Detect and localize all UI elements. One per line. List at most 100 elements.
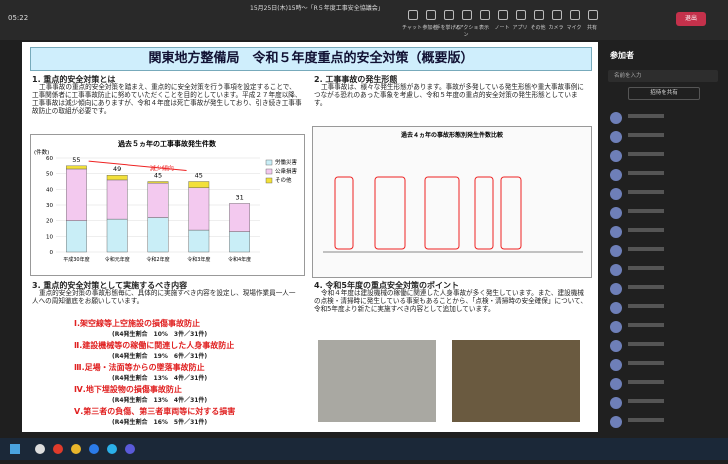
item-title: Ⅲ.足場・法面等からの墜落事故防止 <box>74 362 205 373</box>
bar-segment <box>189 182 209 188</box>
name-placeholder <box>628 399 664 403</box>
y-tick-label: 10 <box>46 234 53 240</box>
y-tick-label: 40 <box>46 187 53 193</box>
total-label: 31 <box>235 193 243 201</box>
avatar <box>610 321 622 333</box>
app-icon <box>35 444 45 454</box>
photo <box>452 340 580 422</box>
top-bar-right: 退出 <box>600 0 728 40</box>
toolbar-icon <box>426 10 436 20</box>
toolbar-icon <box>408 10 418 20</box>
item-rate: (R4発生割合 10% 3件／31件) <box>112 329 207 338</box>
x-tick-label: 令和元年度 <box>105 256 130 263</box>
toolbar-icon <box>552 10 562 20</box>
taskbar <box>0 438 728 460</box>
legend-label: 労働災害 <box>275 158 298 166</box>
x-tick-label: 平成30年度 <box>63 256 89 263</box>
bar-segment <box>107 219 127 252</box>
toolbar-icon <box>498 10 508 20</box>
search-box[interactable]: 名前を入力 <box>608 70 718 82</box>
chart-title: 過去５ヵ年の工事事故発生件数 <box>117 139 217 148</box>
bar-segment <box>107 180 127 219</box>
toolbar-icon <box>516 10 526 20</box>
name-placeholder <box>628 209 664 213</box>
item-rate: (R4発生割合 13% 4件／31件) <box>112 395 207 404</box>
section-body: 令和４年度は建設機械の稼働に関連した人身事故が多く発生しています。また、建設機械… <box>314 290 589 314</box>
legend-swatch <box>266 160 272 165</box>
x-tick-label: 令和2年度 <box>146 256 169 263</box>
participant-list <box>600 110 728 430</box>
avatar <box>610 245 622 257</box>
avatar <box>610 226 622 238</box>
item-title: Ⅱ.建設機械等の稼働に関連した人身事故防止 <box>74 340 234 351</box>
toolbar-icon <box>534 10 544 20</box>
name-placeholder <box>628 285 664 289</box>
screen: 05:22 15月25日(木)15時～「R５年度工事安全協議会」 チャット参加者… <box>0 0 728 460</box>
name-placeholder <box>628 190 664 194</box>
avatar <box>610 340 622 352</box>
start-icon <box>10 444 20 454</box>
item-title: Ⅳ.地下埋設物の損傷事故防止 <box>74 384 182 395</box>
item-rate: (R4発生割合 16% 5件／31件) <box>112 417 207 426</box>
bar-segment <box>148 218 168 252</box>
total-label: 45 <box>195 172 203 180</box>
name-placeholder <box>628 342 664 346</box>
avatar <box>610 169 622 181</box>
legend-label: その他 <box>275 176 292 184</box>
toolbar-icon <box>462 10 472 20</box>
total-label: 55 <box>72 156 80 164</box>
name-placeholder <box>628 266 664 270</box>
section-body: 工事事故は、様々な発生形態があります。事故が多発している発生形態や重大事故事例に… <box>314 84 589 108</box>
x-tick-label: 令和4年度 <box>228 256 251 263</box>
app-icon <box>71 444 81 454</box>
toolbar-icon <box>480 10 490 20</box>
avatar <box>610 131 622 143</box>
leave-button[interactable]: 退出 <box>676 12 706 26</box>
slide-title: 関東地方整備局 令和５年度重点的安全対策（概要版） <box>30 47 592 71</box>
bar-segment <box>229 203 249 231</box>
bar-segment <box>189 188 209 230</box>
highlight <box>375 177 405 249</box>
y-tick-label: 0 <box>50 250 54 256</box>
toolbar-icon <box>444 10 454 20</box>
avatar <box>610 207 622 219</box>
name-placeholder <box>628 380 664 384</box>
meeting-title: 15月25日(木)15時～「R５年度工事安全協議会」 <box>250 3 384 12</box>
avatar <box>610 378 622 390</box>
legend-swatch <box>266 178 272 183</box>
bar-segment <box>66 169 86 221</box>
participants-panel: 参加者 名前を入力 招待を共有 <box>600 40 728 438</box>
legend-swatch <box>266 169 272 174</box>
avatar <box>610 150 622 162</box>
avatar <box>610 264 622 276</box>
app-icon <box>125 444 135 454</box>
taskbar-icons <box>0 438 728 460</box>
section-body: 重点的安全対策の事故形態毎に、具体的に実施すべき内容を設定し、現場作業員一人一人… <box>32 290 302 306</box>
total-label: 45 <box>154 172 162 180</box>
y-tick-label: 50 <box>46 172 53 178</box>
app-icon <box>89 444 99 454</box>
name-placeholder <box>628 228 664 232</box>
bar-segment <box>148 182 168 184</box>
avatar <box>610 397 622 409</box>
bar-segment <box>229 232 249 252</box>
bar-segment <box>66 166 86 169</box>
avatar <box>610 283 622 295</box>
chart2: 過去４ヵ年の事故形態別発生件数比較 <box>312 126 592 278</box>
name-placeholder <box>628 323 664 327</box>
invite-button[interactable]: 招待を共有 <box>628 87 700 100</box>
avatar <box>610 302 622 314</box>
bar-segment <box>148 183 168 217</box>
name-placeholder <box>628 361 664 365</box>
item-rate: (R4発生割合 13% 4件／31件) <box>112 373 207 382</box>
panel-title: 参加者 <box>610 50 634 61</box>
name-placeholder <box>628 418 664 422</box>
highlight <box>501 177 521 249</box>
avatar <box>610 112 622 124</box>
name-placeholder <box>628 171 664 175</box>
highlight <box>475 177 493 249</box>
bar-segment <box>107 175 127 180</box>
top-bar: 05:22 15月25日(木)15時～「R５年度工事安全協議会」 チャット参加者… <box>0 0 600 40</box>
chart2-highlights <box>313 127 591 277</box>
